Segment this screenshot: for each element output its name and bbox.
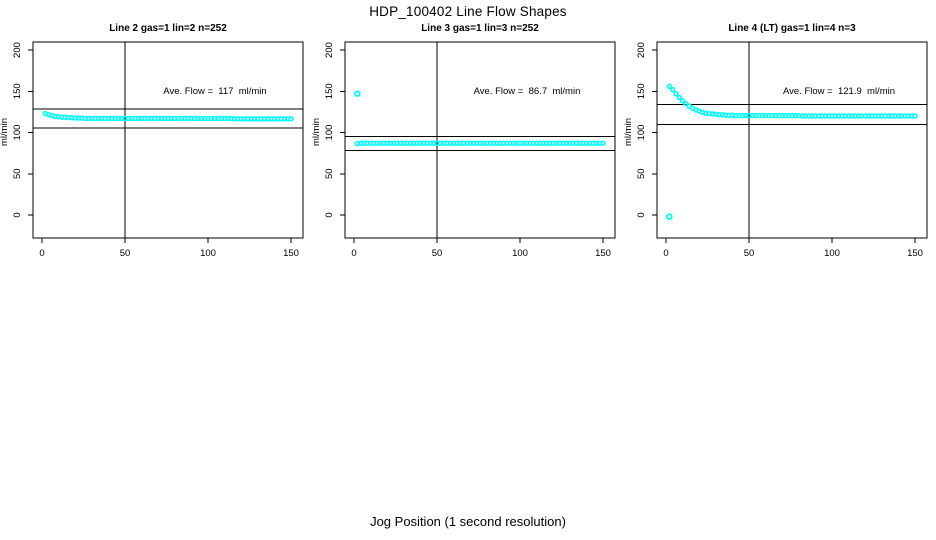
data-point bbox=[288, 116, 294, 122]
y-tick-label: 0 bbox=[12, 212, 23, 217]
outlier-data-point bbox=[666, 213, 673, 220]
shared-x-axis-label: Jog Position (1 second resolution) bbox=[370, 514, 566, 529]
plot-box bbox=[344, 41, 616, 239]
page-title: HDP_100402 Line Flow Shapes bbox=[369, 4, 567, 19]
y-axis-label: ml/min bbox=[0, 118, 10, 146]
y-axis-label: ml/min bbox=[624, 118, 634, 146]
panel-line-3-title: Line 3 gas=1 lin=3 n=252 bbox=[421, 23, 539, 34]
y-tick-label: 50 bbox=[12, 168, 23, 179]
y-tick-label: 150 bbox=[12, 83, 23, 99]
data-point bbox=[666, 83, 673, 90]
x-tick-label: 150 bbox=[283, 248, 299, 259]
y-tick-label: 50 bbox=[324, 168, 335, 179]
y-tick-label: 150 bbox=[324, 83, 335, 99]
line4-flow-scatter-plot: 0 50 100 150 200 ml/min 0 50 100 150 bbox=[624, 41, 928, 259]
plot-box bbox=[32, 41, 304, 239]
y-tick-label: 150 bbox=[636, 83, 647, 99]
chart-panels-row: 0 50 100 150 200 ml/min 0 50 100 150 Line 2 gas=1… bbox=[0, 0, 936, 290]
x-tick-label: 100 bbox=[824, 248, 840, 259]
data-point bbox=[679, 98, 686, 104]
y-tick-label: 0 bbox=[636, 212, 647, 217]
x-tick-label: 50 bbox=[744, 248, 755, 259]
y-tick-label: 200 bbox=[324, 42, 335, 58]
x-tick-label: 150 bbox=[907, 248, 923, 259]
panel-line-2: 0 50 100 150 200 ml/min 0 50 100 150 Line 2 gas=1… bbox=[0, 0, 312, 290]
panel-line-4-title: Line 4 (LT) gas=1 lin=4 n=3 bbox=[728, 23, 856, 34]
y-tick-label: 200 bbox=[12, 42, 23, 58]
x-tick-label: 0 bbox=[39, 248, 44, 259]
data-point bbox=[676, 94, 682, 101]
y-tick-label: 200 bbox=[636, 42, 647, 58]
y-axis-label: ml/min bbox=[312, 118, 322, 146]
panel-line-4: 0 50 100 150 200 ml/min 0 50 100 150 Line 4 (LT) … bbox=[624, 0, 936, 290]
data-point bbox=[673, 91, 679, 97]
x-tick-label: 100 bbox=[512, 248, 528, 259]
x-tick-label: 50 bbox=[120, 248, 131, 259]
panel-line-3-ave-flow-annotation: Ave. Flow = 86.7 ml/min bbox=[473, 86, 581, 97]
data-point bbox=[683, 100, 689, 107]
x-tick-label: 50 bbox=[432, 248, 443, 259]
line2-flow-scatter-plot: 0 50 100 150 200 ml/min 0 50 100 150 bbox=[0, 41, 304, 259]
panel-line-2-title: Line 2 gas=1 lin=2 n=252 bbox=[109, 23, 227, 34]
x-tick-label: 0 bbox=[663, 248, 668, 259]
y-tick-label: 100 bbox=[636, 125, 647, 141]
y-tick-label: 0 bbox=[324, 212, 335, 217]
line3-flow-scatter-plot: 0 50 100 150 200 ml/min 0 50 100 150 bbox=[312, 41, 616, 259]
y-tick-label: 50 bbox=[636, 168, 647, 179]
x-tick-label: 100 bbox=[200, 248, 216, 259]
plot-box bbox=[656, 41, 928, 239]
panel-line-4-ave-flow-annotation: Ave. Flow = 121.9 ml/min bbox=[782, 86, 896, 97]
data-point bbox=[912, 113, 918, 119]
y-tick-label: 100 bbox=[12, 125, 23, 141]
panel-line-3: 0 50 100 150 200 ml/min 0 50 100 150 Line 3 gas=1… bbox=[312, 0, 624, 290]
outlier-data-point bbox=[354, 90, 361, 98]
data-point bbox=[669, 86, 676, 93]
data-point bbox=[600, 140, 606, 146]
x-tick-label: 150 bbox=[595, 248, 611, 259]
x-tick-label: 0 bbox=[351, 248, 356, 259]
y-tick-label: 100 bbox=[324, 125, 335, 141]
panel-line-2-ave-flow-annotation: Ave. Flow = 117 ml/min bbox=[163, 86, 267, 97]
